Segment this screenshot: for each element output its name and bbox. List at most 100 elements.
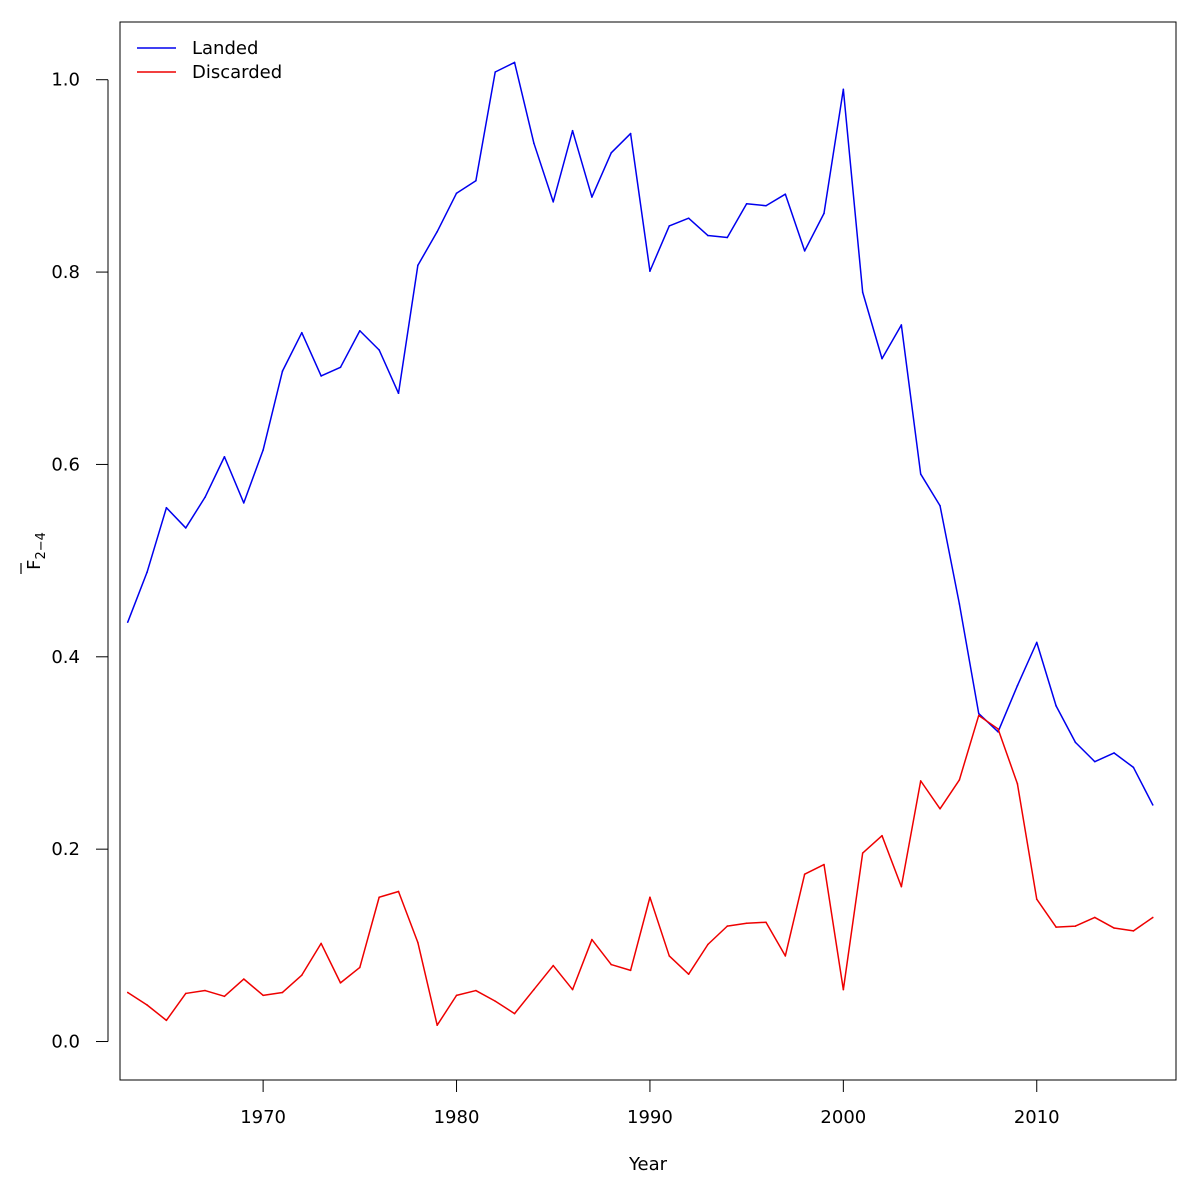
x-tick-label: 1970 xyxy=(240,1107,286,1128)
data-point xyxy=(803,250,806,252)
data-point xyxy=(417,264,419,267)
data-point xyxy=(958,603,961,605)
data-point xyxy=(184,992,187,995)
data-point xyxy=(146,1004,148,1006)
data-point xyxy=(1093,916,1096,919)
data-point xyxy=(359,329,361,332)
data-point xyxy=(165,1019,168,1022)
data-point xyxy=(281,370,284,372)
data-point xyxy=(146,571,148,573)
data-point xyxy=(494,71,497,73)
data-point xyxy=(204,496,206,498)
data-point xyxy=(126,991,129,994)
data-point xyxy=(301,974,303,976)
data-point xyxy=(378,349,380,351)
data-point xyxy=(823,863,825,866)
data-point xyxy=(339,366,342,369)
data-point xyxy=(649,896,651,899)
data-point xyxy=(919,473,922,475)
data-point xyxy=(610,152,613,154)
data-point xyxy=(223,995,226,998)
data-point xyxy=(649,270,651,272)
y-axis-label-main: F xyxy=(24,560,45,570)
data-point xyxy=(707,234,709,237)
svg-text:F2−4: F2−4 xyxy=(24,532,49,570)
data-point xyxy=(1035,898,1038,900)
data-point xyxy=(552,201,555,203)
data-point xyxy=(745,202,748,205)
data-point xyxy=(1035,641,1038,644)
data-point xyxy=(533,142,535,144)
data-point xyxy=(842,988,845,991)
data-point xyxy=(919,780,922,782)
data-point xyxy=(1113,752,1115,754)
series-points-landed xyxy=(126,61,1154,806)
series-layer xyxy=(126,61,1154,1026)
data-point xyxy=(900,885,903,888)
data-point xyxy=(242,978,245,980)
data-point xyxy=(1055,705,1057,707)
data-point xyxy=(687,217,690,220)
data-point xyxy=(707,943,709,946)
data-point xyxy=(765,921,767,924)
data-point xyxy=(881,834,883,837)
data-point xyxy=(513,61,516,64)
data-point xyxy=(726,925,729,927)
y-tick-label: 0.0 xyxy=(51,1032,80,1053)
data-point xyxy=(436,1024,438,1026)
data-point xyxy=(1074,925,1077,927)
data-point xyxy=(784,955,787,957)
series-line-discarded xyxy=(127,714,1154,1026)
legend-label-landed: Landed xyxy=(192,38,258,59)
x-tick-label: 1980 xyxy=(434,1107,480,1128)
data-point xyxy=(397,392,400,395)
data-point xyxy=(184,527,187,529)
data-point xyxy=(977,712,980,715)
data-point xyxy=(339,982,342,984)
y-tick-label: 0.6 xyxy=(51,454,80,475)
data-point xyxy=(1093,760,1096,763)
data-point xyxy=(977,714,980,717)
data-point xyxy=(997,728,999,730)
data-point xyxy=(610,963,613,966)
data-point xyxy=(475,989,477,992)
data-point xyxy=(281,991,284,994)
data-point xyxy=(668,955,671,957)
data-point xyxy=(900,324,903,326)
data-point xyxy=(629,969,632,972)
data-point xyxy=(958,779,961,781)
data-point xyxy=(397,890,400,893)
data-point xyxy=(455,192,458,194)
data-point xyxy=(629,132,632,135)
x-axis: 1970 1980 1990 2000 2010 xyxy=(240,1079,1060,1128)
data-point xyxy=(745,922,748,925)
data-point xyxy=(1016,684,1019,687)
data-point xyxy=(591,938,593,941)
x-tick-label: 2010 xyxy=(1014,1107,1060,1128)
data-point xyxy=(301,331,303,334)
data-point xyxy=(1113,927,1115,929)
data-point xyxy=(687,973,690,975)
data-point xyxy=(436,230,438,233)
data-point xyxy=(823,212,825,215)
data-point xyxy=(455,994,458,997)
data-point xyxy=(475,179,477,182)
x-tick-label: 2000 xyxy=(820,1107,866,1128)
data-point xyxy=(784,193,787,195)
data-point xyxy=(726,236,729,239)
y-tick-label: 0.8 xyxy=(51,262,80,283)
data-point xyxy=(242,502,245,504)
x-tick-label: 1990 xyxy=(627,1107,673,1128)
y-axis-label: F2−4 xyxy=(20,532,49,574)
data-point xyxy=(204,989,206,992)
data-point xyxy=(320,942,322,945)
data-point xyxy=(803,873,806,875)
plot-frame xyxy=(119,21,1177,1081)
data-point xyxy=(165,506,168,509)
data-point xyxy=(765,204,767,207)
data-point xyxy=(359,966,361,969)
series-points-discarded xyxy=(126,714,1154,1026)
data-point xyxy=(571,129,574,132)
data-point xyxy=(1055,926,1057,928)
